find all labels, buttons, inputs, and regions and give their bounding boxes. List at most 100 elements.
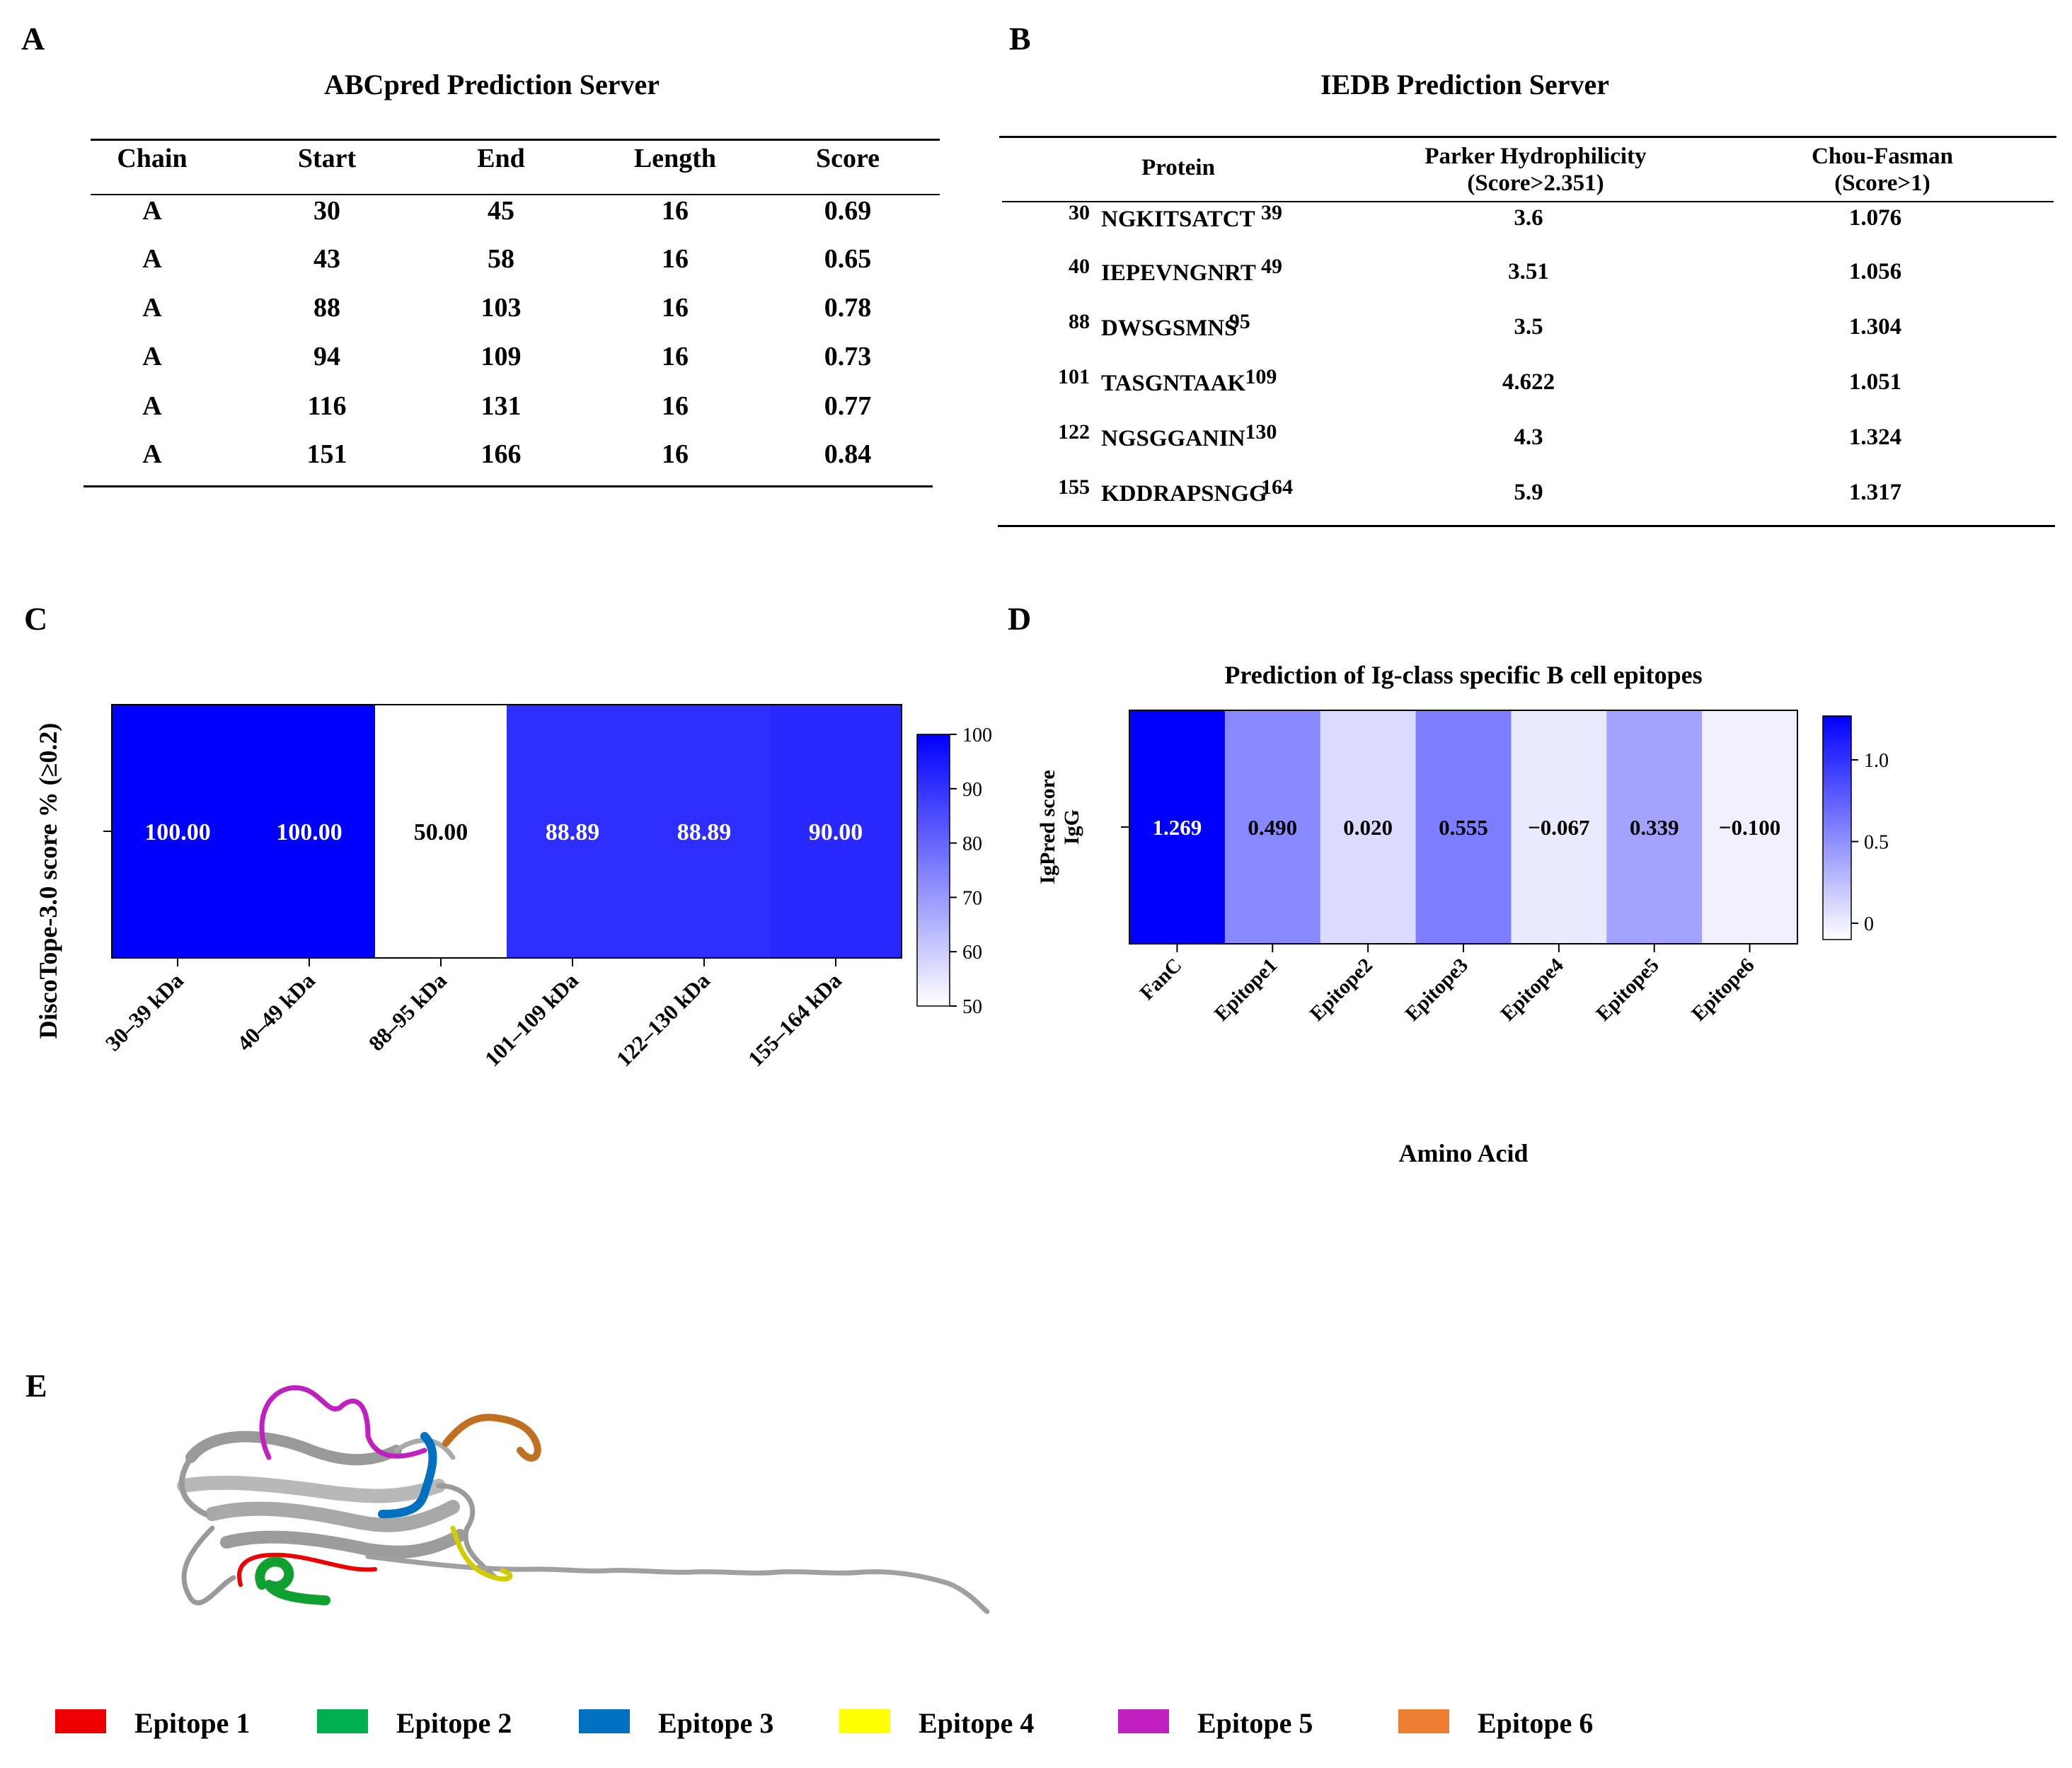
colorbar-tick-label: 60 (962, 942, 982, 964)
x-tick-label: Epitope1 (1210, 954, 1282, 1025)
x-tick-label: 155–164 kDa (743, 968, 846, 1071)
table-a-cell: 58 (488, 244, 514, 274)
panel-label-a: A (21, 21, 45, 57)
table-a-cell: 94 (313, 342, 340, 371)
ribbon-backbone (177, 1385, 990, 1614)
table-a-top-rule (91, 139, 940, 141)
table-a-cell: 16 (662, 439, 689, 469)
heatmap-cell (1511, 710, 1607, 944)
legend-label: Epitope 3 (658, 1707, 774, 1739)
discotope-heatmap-plot: 100.00 30–39 kDa 100.00 40–49 kDa 50.00 88–95… (34, 704, 992, 1071)
sequence-start: 101 (1058, 365, 1090, 388)
ribbon-loop (436, 1483, 498, 1581)
parker-score: 3.51 (1508, 259, 1549, 284)
sequence: NGSGGANIN (1101, 426, 1245, 451)
legend-label: Epitope 4 (919, 1707, 1035, 1739)
legend-label: Epitope 2 (396, 1707, 512, 1739)
table-a-cell: 16 (662, 196, 689, 226)
table-a-cell: 0.77 (824, 391, 872, 421)
heatmap-value-label: 88.89 (677, 819, 732, 845)
table-a-header-rule (91, 194, 940, 195)
sequence: DWSGSMNS (1101, 316, 1238, 341)
colorbar-tick-label: 50 (962, 996, 982, 1018)
legend-item-epitope-3: Epitope 3 (579, 1706, 834, 1749)
sequence-start: 30 (1069, 201, 1090, 224)
heatmap-cell (1415, 710, 1512, 944)
colorbar-tick-label: 1.0 (1864, 750, 1889, 772)
table-b-header-parker: Parker Hydrophilicity (Score>2.351) (1352, 143, 1720, 197)
table-a-cell: A (142, 439, 162, 469)
legend-swatch (1118, 1709, 1169, 1733)
colorbar-tick-label: 70 (962, 887, 982, 909)
parker-score: 5.9 (1514, 480, 1543, 505)
heatmap-value-label: 0.490 (1248, 815, 1297, 840)
heatmap-value-label: 88.89 (546, 819, 600, 845)
colorbar-tick-label: 80 (962, 833, 982, 855)
y-axis-label: DiscoTope-3.0 score % (≥0.2) (34, 723, 62, 1039)
colorbar (916, 734, 950, 1007)
sequence-end: 49 (1261, 255, 1282, 278)
ribbon-strand (205, 1500, 460, 1532)
epitope4-segment (450, 1525, 513, 1582)
sequence: IEPEVNGNRT (1101, 260, 1256, 286)
legend-label: Epitope 1 (134, 1707, 251, 1739)
heatmap-value-label: 100.00 (144, 819, 211, 845)
table-a-cell: 43 (313, 244, 340, 274)
legend-item-epitope-1: Epitope 1 (55, 1706, 310, 1749)
table-a-cell: 131 (480, 391, 522, 421)
discotope-heatmap: 100.00 30–39 kDa 100.00 40–49 kDa 50.00 88–95… (34, 704, 992, 1071)
sequence-start: 88 (1069, 310, 1090, 333)
colorbar-tick-label: 0 (1864, 913, 1874, 935)
parker-score: 4.622 (1502, 369, 1555, 395)
legend-label: Epitope 5 (1197, 1707, 1313, 1739)
panel-label-d: D (1008, 601, 1032, 637)
legend-label: Epitope 6 (1478, 1707, 1594, 1739)
legend-item-epitope-2: Epitope 2 (317, 1706, 572, 1749)
table-a-cell: A (142, 244, 162, 274)
epitope3-segment (378, 1432, 437, 1518)
heatmap-cell (1129, 710, 1226, 944)
ribbon-loop (179, 1455, 208, 1517)
x-tick-label: Epitope3 (1401, 954, 1473, 1025)
legend-item-epitope-5: Epitope 5 (1118, 1706, 1373, 1749)
x-tick-label: 101–109 kDa (480, 968, 583, 1071)
x-tick-label: Epitope2 (1306, 954, 1377, 1025)
table-a-cell: 16 (662, 244, 689, 274)
table-a-cell: 16 (662, 391, 689, 421)
table-a-cell: 109 (480, 342, 522, 371)
heatmap-value-label: 1.269 (1153, 815, 1202, 840)
igpred-heatmap-plot: Prediction of Ig-class specific B cell e… (1036, 661, 1889, 1167)
panel-label-b: B (1009, 21, 1031, 57)
table-b-header-protein: Protein (1141, 155, 1215, 180)
table-b-header-chou-name: Chou-Fasman (1812, 144, 1953, 169)
table-a-cell: 116 (307, 391, 347, 421)
table-b-header-rule (1002, 201, 2054, 202)
parker-score: 4.3 (1514, 424, 1543, 450)
table-a-cell: 166 (480, 439, 522, 469)
table-a-cell: A (142, 293, 162, 323)
heatmap-cell (375, 705, 507, 958)
igpred-heatmap: Prediction of Ig-class specific B cell e… (1036, 661, 1889, 1167)
table-a-cell: A (142, 342, 162, 371)
table-a-cell: 45 (488, 196, 514, 226)
heatmap-cell (112, 705, 244, 958)
table-a-cell: 0.73 (824, 342, 872, 371)
table-a-cell: 88 (313, 293, 340, 323)
table-a-cell: 16 (662, 342, 689, 371)
table-a-title: ABCpred Prediction Server (323, 69, 660, 100)
sequence-start: 40 (1069, 255, 1090, 278)
x-tick-label: 88–95 kDa (364, 968, 451, 1056)
chou-fasman-score: 1.324 (1848, 424, 1902, 450)
sequence: NGKITSATCT (1101, 207, 1255, 232)
y-category-label: IgG (1060, 809, 1083, 845)
table-a-cell: 0.78 (824, 293, 872, 323)
table-a-header-chain: Chain (117, 144, 188, 173)
table-b-bottom-rule (998, 525, 2055, 527)
colorbar-tick-label: 100 (962, 724, 992, 746)
colorbar-tick-label: 0.5 (1864, 832, 1889, 854)
sequence: KDDRAPSNGG (1101, 481, 1267, 507)
x-tick-label: Epitope6 (1687, 954, 1759, 1025)
colorbar-tick-label: 90 (962, 779, 982, 801)
legend-swatch (55, 1709, 106, 1733)
sequence-end: 130 (1245, 420, 1277, 444)
